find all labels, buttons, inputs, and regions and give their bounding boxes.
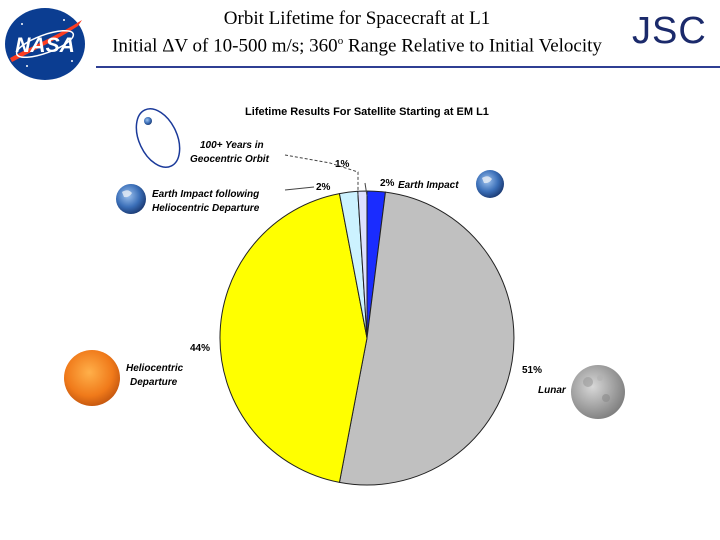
svg-text:NASA: NASA	[15, 34, 75, 57]
label-heliocentric-line2: Departure	[130, 377, 178, 388]
pie-slices	[219, 190, 515, 486]
pct-label-heliocentric: 44%	[190, 343, 210, 354]
label-geocentric-line1: 100+ Years in	[200, 140, 264, 151]
leader-lines	[284, 154, 368, 197]
label-earth-impact: Earth Impact	[398, 180, 459, 191]
label-geocentric-line2: Geocentric Orbit	[190, 154, 270, 165]
pie-slice-heliocentric-departure	[219, 193, 368, 483]
chart-title: Lifetime Results For Satellite Starting …	[245, 106, 489, 118]
jsc-label: JSC	[632, 10, 707, 52]
header-divider	[96, 66, 720, 68]
pie-slice-100-years-in-geocentric-orbit	[357, 190, 368, 339]
title-line-1: Orbit Lifetime for Spacecraft at L1	[223, 8, 491, 29]
pct-label-earth-impact-helio: 2%	[316, 182, 331, 193]
geocentric-orbit-icon	[135, 108, 181, 168]
pct-label-lunar: 51%	[522, 365, 542, 376]
label-earth-impact-helio-line1: Earth Impact following	[152, 189, 259, 200]
slide-title: Orbit Lifetime for Spacecraft at L1 Init…	[92, 8, 622, 57]
pct-label-geocentric: 1%	[335, 159, 350, 170]
moon-icon	[571, 365, 625, 419]
earth-icon	[476, 170, 504, 198]
title-line-2: Initial ΔV of 10-500 m/s; 360o Range Rel…	[112, 35, 602, 57]
sun-icon	[64, 350, 120, 406]
nasa-logo: NASA	[5, 8, 85, 80]
label-earth-impact-helio-line2: Heliocentric Departure	[152, 203, 260, 214]
earth-icon	[116, 184, 146, 214]
label-heliocentric-line1: Heliocentric	[126, 363, 184, 374]
pct-label-earth-impact: 2%	[380, 178, 395, 189]
label-lunar: Lunar	[538, 385, 567, 396]
pie-slice-lunar	[338, 191, 515, 486]
